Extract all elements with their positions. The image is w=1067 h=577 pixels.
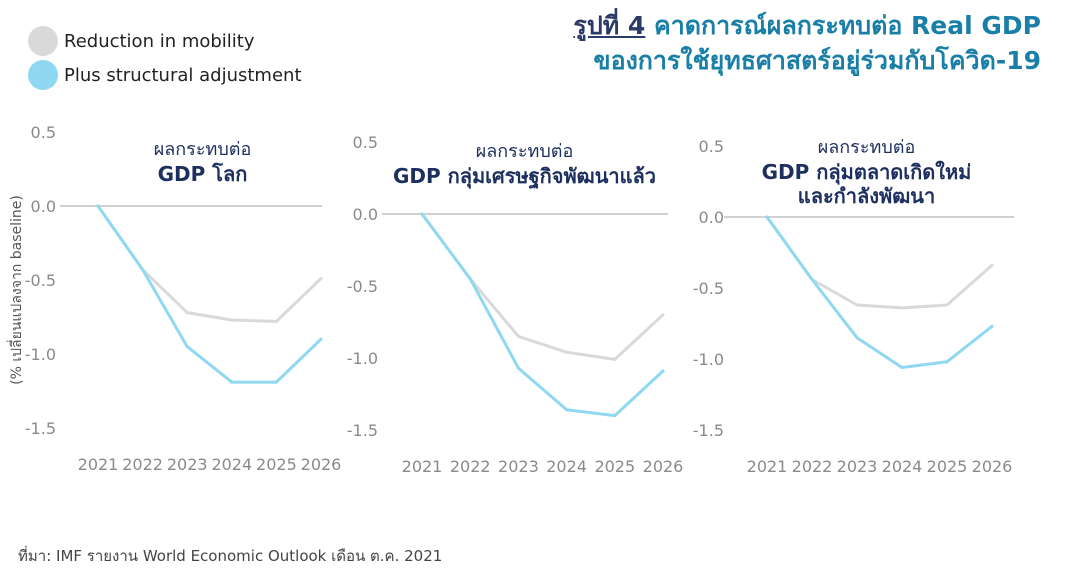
x-tick-label: 2022 [792, 457, 833, 476]
x-tick-label: 2021 [747, 457, 788, 476]
data-point [141, 268, 145, 272]
data-point [185, 311, 189, 315]
source-note: ที่มา: IMF รายงาน World Economic Outlook… [18, 547, 443, 565]
data-point [855, 303, 859, 307]
panel-title-line: ผลกระทบต่อ [817, 137, 916, 158]
y-tick-label: 0.5 [31, 123, 56, 142]
panel-title: ผลกระทบต่อ GDP กลุ่มเศรษฐกิจพัฒนาแล้ว [352, 140, 697, 188]
x-tick-label: 2025 [927, 457, 968, 476]
legend-swatch-gray [28, 26, 58, 56]
x-tick-label: 2021 [78, 455, 119, 474]
data-point [230, 318, 234, 322]
x-tick-label: 2022 [122, 455, 163, 474]
data-point [230, 380, 234, 384]
legend: Reduction in mobility Plus structural ad… [28, 24, 302, 92]
data-point [990, 263, 994, 267]
series-line-structural [420, 212, 665, 418]
data-point [900, 306, 904, 310]
figure-title: รูปที่ 4 คาดการณ์ผลกระทบต่อ Real GDP ของ… [573, 8, 1041, 78]
data-point [661, 369, 665, 373]
y-tick-label: -1.5 [25, 419, 56, 438]
legend-item-structural: Plus structural adjustment [28, 58, 302, 92]
x-tick-label: 2025 [594, 457, 635, 476]
data-point [516, 334, 520, 338]
y-tick-label: 0.0 [699, 208, 724, 227]
chart-emerging-svg: 0.5 0.0 -0.5 -1.0 -1.5 2021 2022 2023 2024 2025 20… [693, 137, 1014, 476]
y-tick-label: -1.0 [25, 345, 56, 364]
chart-world-svg: 0.5 0.0 -0.5 -1.0 -1.5 2021 2022 2023 2024 2025 20… [25, 123, 342, 474]
data-point [945, 360, 949, 364]
data-point [319, 277, 323, 281]
legend-label: Plus structural adjustment [64, 64, 302, 86]
figure-number: รูปที่ 4 [573, 11, 646, 40]
panel-title-line: ผลกระทบต่อ [153, 139, 252, 160]
panel-title-line: และกำลังพัฒนา [797, 184, 936, 208]
legend-label: Reduction in mobility [64, 30, 255, 52]
data-point [274, 319, 278, 323]
x-tick-label: 2023 [167, 455, 208, 474]
legend-item-mobility: Reduction in mobility [28, 24, 302, 58]
y-tick-label: -1.5 [693, 421, 724, 440]
data-point [765, 215, 769, 219]
chart-advanced: 0.5 0.0 -0.5 -1.0 -1.5 2021 2022 2023 2024 2025 20… [347, 110, 697, 500]
y-tick-label: -0.5 [693, 279, 724, 298]
y-tick-label: 0.5 [699, 137, 724, 156]
series-line-mobility [96, 204, 323, 323]
chart-emerging: 0.5 0.0 -0.5 -1.0 -1.5 2021 2022 2023 2024 2025 20… [693, 110, 1039, 500]
panel-title-line: GDP กลุ่มตลาดเกิดใหม่ [761, 160, 972, 184]
y-tick-label: 0.5 [353, 133, 378, 152]
y-tick-label: -1.0 [693, 350, 724, 369]
series-line-structural [765, 215, 994, 369]
x-tick-label: 2021 [402, 457, 443, 476]
data-point [565, 408, 569, 412]
data-point [420, 212, 424, 216]
chart-world: 0.5 0.0 -0.5 -1.0 -1.5 2021 2022 2023 2024 2025 20… [25, 110, 375, 500]
x-tick-label: 2024 [546, 457, 587, 476]
data-point [565, 350, 569, 354]
x-tick-label: 2025 [256, 455, 297, 474]
panel-title: ผลกระทบต่อ GDP กลุ่มตลาดเกิดใหม่ และกำลั… [694, 136, 1039, 208]
y-tick-label: -1.5 [347, 421, 378, 440]
chart-advanced-svg: 0.5 0.0 -0.5 -1.0 -1.5 2021 2022 2023 2024 2025 20… [347, 133, 684, 476]
x-tick-label: 2026 [643, 457, 684, 476]
x-tick-label: 2022 [450, 457, 491, 476]
y-tick-label: 0.0 [31, 197, 56, 216]
data-point [900, 366, 904, 370]
y-tick-label: -0.5 [25, 271, 56, 290]
data-point [516, 366, 520, 370]
data-point [185, 345, 189, 349]
data-point [468, 277, 472, 281]
x-tick-label: 2026 [972, 457, 1013, 476]
x-tick-label: 2024 [882, 457, 923, 476]
series-line-mobility [420, 212, 665, 361]
figure-title-text: คาดการณ์ผลกระทบต่อ Real GDP [654, 11, 1041, 40]
x-tick-label: 2024 [211, 455, 252, 474]
series-line-structural [96, 204, 323, 384]
x-tick-label: 2026 [301, 455, 342, 474]
figure-title-line2: ของการใช้ยุทธศาสตร์อยู่ร่วมกับโควิด-19 [593, 46, 1041, 75]
panel-title-line: ผลกระทบต่อ [475, 141, 574, 162]
data-point [945, 303, 949, 307]
data-point [613, 357, 617, 361]
x-tick-label: 2023 [498, 457, 539, 476]
panel-title-line: GDP กลุ่มเศรษฐกิจพัฒนาแล้ว [392, 164, 657, 188]
data-point [855, 336, 859, 340]
y-tick-label: 0.0 [353, 205, 378, 224]
data-point [96, 204, 100, 208]
panel-title: ผลกระทบต่อ GDP โลก [30, 138, 375, 186]
legend-swatch-blue [28, 60, 58, 90]
y-tick-label: -0.5 [347, 277, 378, 296]
data-point [319, 337, 323, 341]
data-point [810, 277, 814, 281]
figure-title-line1: รูปที่ 4 คาดการณ์ผลกระทบต่อ Real GDP [573, 8, 1041, 43]
data-point [274, 380, 278, 384]
panel-title-line: GDP โลก [157, 162, 248, 186]
y-tick-label: -1.0 [347, 349, 378, 368]
data-point [613, 414, 617, 418]
data-point [661, 313, 665, 317]
x-tick-label: 2023 [837, 457, 878, 476]
data-point [990, 324, 994, 328]
